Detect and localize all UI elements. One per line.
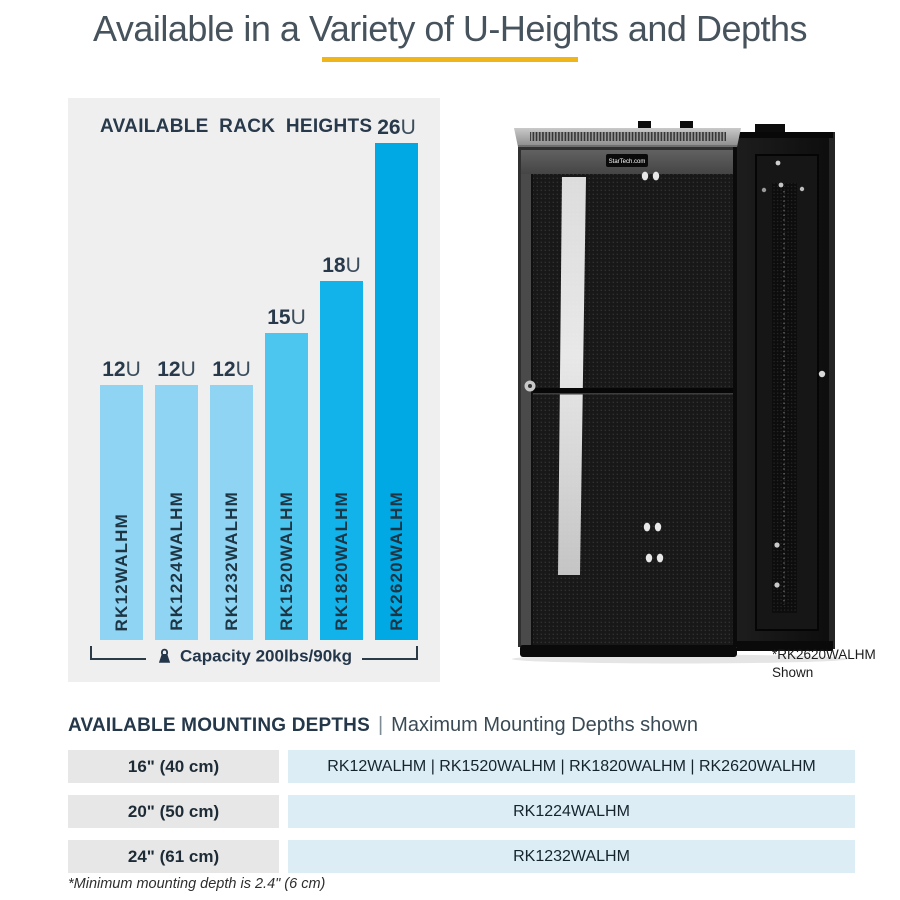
mounting-depths-header: AVAILABLE MOUNTING DEPTHS | Maximum Mounti… <box>68 714 698 737</box>
heading-separator: | <box>377 714 384 736</box>
caption-model: *RK2620WALHM <box>772 647 876 662</box>
mounting-depths-table: 16" (40 cm) RK12WALHM | RK1520WALHM | RK… <box>68 750 855 885</box>
capacity-text: Capacity 200lbs/90kg <box>180 646 352 666</box>
chart-title: AVAILABLE RACK HEIGHTS <box>100 116 373 137</box>
cabinet-base <box>520 645 737 657</box>
cabinet-side-panel <box>737 132 835 651</box>
screw-icon <box>818 370 826 378</box>
logo-text: StarTech.com <box>609 159 646 165</box>
bar-model-label: RK1232WALHM <box>221 491 241 631</box>
cabinet-top-cap <box>514 128 741 148</box>
depth-cell: 20" (50 cm) <box>68 795 279 828</box>
screw-icon <box>774 542 780 548</box>
table-row: 24" (61 cm) RK1232WALHM <box>68 840 855 873</box>
screw-icon <box>775 160 781 166</box>
screw-icon <box>761 187 767 193</box>
chart-bar: 12U RK12WALHM <box>100 358 143 640</box>
caption-shown: Shown <box>772 664 814 680</box>
table-row: 16" (40 cm) RK12WALHM | RK1520WALHM | RK… <box>68 750 855 783</box>
table-row: 20" (50 cm) RK1224WALHM <box>68 795 855 828</box>
mounting-heading: AVAILABLE MOUNTING DEPTHS <box>68 715 370 736</box>
title-underline <box>322 57 578 62</box>
mounting-footnote: *Minimum mounting depth is 2.4" (6 cm) <box>68 876 326 892</box>
capacity-label: Capacity 200lbs/90kg <box>146 646 362 667</box>
bar-model-label: RK2620WALHM <box>386 491 406 631</box>
rack-heights-chart: AVAILABLE RACK HEIGHTS 12U RK12WALHM 12U RK… <box>68 98 440 682</box>
screw-icon <box>778 182 784 188</box>
bar-model-label: RK1820WALHM <box>331 491 351 631</box>
bar-model-label: RK1224WALHM <box>166 491 186 631</box>
chart-bar: 12U RK1224WALHM <box>155 358 198 640</box>
top-tab <box>755 124 785 133</box>
top-tab <box>680 121 693 130</box>
capacity-bracket: Capacity 200lbs/90kg <box>90 646 418 667</box>
logo-plate <box>606 154 648 167</box>
cabinet-front-door: StarTech.com <box>518 147 737 657</box>
bar-value-label: 18U <box>322 254 361 277</box>
chart-bar: 15U RK1520WALHM <box>265 306 308 640</box>
models-cell: RK1232WALHM <box>288 840 855 873</box>
top-vent <box>530 132 726 141</box>
models-cell: RK12WALHM | RK1520WALHM | RK1820WALHM | … <box>288 750 855 783</box>
door-reflection <box>558 177 586 575</box>
models-cell: RK1224WALHM <box>288 795 855 828</box>
chart-bar: 12U RK1232WALHM <box>210 358 253 640</box>
bar-value-label: 12U <box>102 358 141 381</box>
depth-cell: 24" (61 cm) <box>68 840 279 873</box>
screw-icon <box>774 582 780 588</box>
depth-cell: 16" (40 cm) <box>68 750 279 783</box>
mounting-subheading: Maximum Mounting Depths shown <box>391 714 698 736</box>
product-image: StarTech.com <box>512 121 848 664</box>
thumbscrews <box>641 171 664 563</box>
bar-value-label: 12U <box>212 358 251 381</box>
bar-value-label: 15U <box>267 306 306 329</box>
weight-icon <box>158 648 171 663</box>
page-title: Available in a Variety of U-Heights and … <box>92 8 808 49</box>
chart-bar: 18U RK1820WALHM <box>320 254 363 640</box>
chart-bar: 26U RK2620WALHM <box>375 116 418 640</box>
bar-value-label: 26U <box>377 116 416 139</box>
top-tab <box>638 121 651 130</box>
screw-icon <box>799 186 805 192</box>
bar-model-label: RK12WALHM <box>111 512 131 631</box>
product-caption: *RK2620WALHM Shown <box>772 646 876 681</box>
bar-model-label: RK1520WALHM <box>276 491 296 631</box>
bar-value-label: 12U <box>157 358 196 381</box>
